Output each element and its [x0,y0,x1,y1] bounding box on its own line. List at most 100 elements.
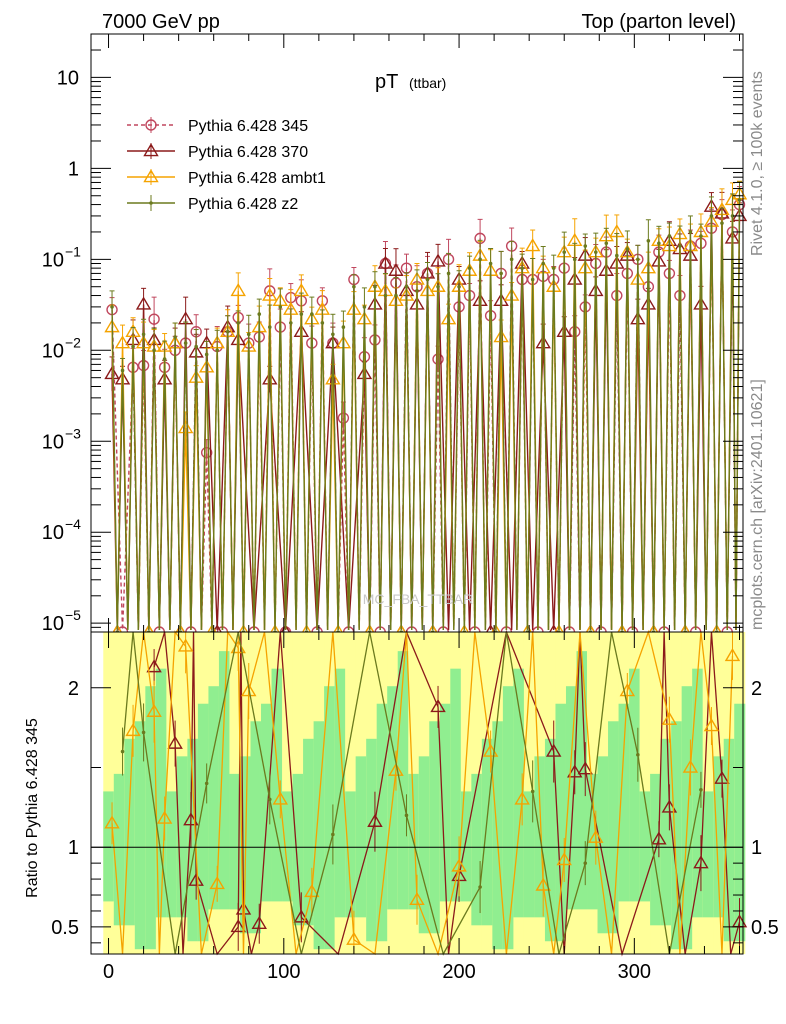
uncertainty-band-inner [134,721,146,950]
data-point [200,446,213,459]
legend: Pythia 6.428 345 Pythia 6.428 370 Pythia 6… [127,117,326,213]
data-point [440,311,457,325]
data-point [289,321,293,325]
x-tick-label: 100 [267,961,300,983]
x-tick-label: 200 [442,961,475,983]
data-point [562,250,567,254]
data-point [320,321,325,325]
data-point [556,852,572,866]
data-point [331,832,335,837]
data-point [388,262,404,276]
data-point [583,861,588,865]
y-tick-label: 10 [42,340,64,362]
uncertainty-band-inner [492,721,504,950]
uncertainty-band-inner [513,668,525,918]
data-point [615,253,619,258]
uncertainty-band-inner [155,668,167,918]
data-point [535,877,551,891]
uncertainty-band-inner [523,791,535,918]
data-point [104,815,120,829]
data-point [730,214,735,218]
ratio-y-tick-label-right: 1 [751,837,762,859]
data-point [383,293,388,298]
data-point [278,305,283,309]
uncertainty-band-inner [502,686,514,950]
data-point [514,791,530,805]
data-point [177,638,194,652]
data-point [714,770,730,784]
legend-entry: Pythia 6.428 370 [127,143,308,161]
data-point [251,915,267,929]
data-point [404,813,409,818]
uncertainty-band-inner [124,738,136,926]
legend-label: Pythia 6.428 370 [188,144,308,161]
data-point [167,735,183,749]
uncertainty-band-inner [355,756,367,918]
data-point [146,659,162,673]
data-point [661,711,678,725]
uncertainty-band-inner [303,738,315,926]
legend-entry: Pythia 6.428 z2 [127,195,298,213]
uncertainty-band-inner [187,738,199,942]
data-point [373,284,377,289]
data-point [146,703,162,717]
uncertainty-band-inner [345,791,357,918]
data-point [152,348,156,353]
uncertainty-band-inner [250,721,262,934]
data-point [541,261,545,266]
data-point [436,284,440,289]
uncertainty-band-inner [565,686,577,910]
data-point [299,312,304,316]
data-point [404,284,409,289]
data-point [135,296,152,310]
uncertainty-band-inner [376,703,388,942]
x-tick-label: 300 [618,961,651,983]
uncertainty-band-inner [418,756,430,934]
data-point [346,931,362,945]
data-point [257,312,262,316]
y-tick-label: 10 [42,613,64,635]
data-point [267,797,272,802]
data-point [235,901,252,915]
data-point [577,761,593,775]
mcplots-label: mcplots.cern.ch [arXiv:2401.10621] [749,379,766,630]
data-point [509,257,514,262]
uncertainty-band-inner [639,791,651,902]
uncertainty-band-inner [229,773,241,910]
data-point [567,764,583,778]
data-point [530,789,535,794]
uncertainty-band-inner [544,738,556,942]
data-point [551,266,556,270]
uncertainty-band-inner [208,686,220,910]
data-point [425,277,430,282]
data-point [703,718,720,732]
data-point [141,730,146,735]
data-point [272,791,289,805]
uncertainty-band-inner [597,756,609,934]
data-point [593,250,598,254]
y-tick-label: 10 [57,67,79,89]
data-point [432,353,444,365]
uncertainty-band-inner [113,773,125,926]
data-point [415,289,419,293]
data-point [569,326,581,338]
uncertainty-band-inner [313,721,325,950]
uncertainty-band-inner [608,721,620,934]
header-left: 7000 GeV pp [102,11,220,33]
data-point [352,284,356,289]
data-point [246,332,251,337]
data-point [604,241,609,246]
data-point [241,683,257,697]
ratio-y-tick-label-right: 2 [751,678,762,700]
data-point [693,296,709,310]
data-point [143,169,159,183]
data-point [325,371,341,385]
data-point [388,762,404,776]
data-point [688,230,693,234]
data-point [535,335,551,349]
data-point [682,759,699,773]
data-point [362,305,367,309]
data-point [331,332,335,337]
